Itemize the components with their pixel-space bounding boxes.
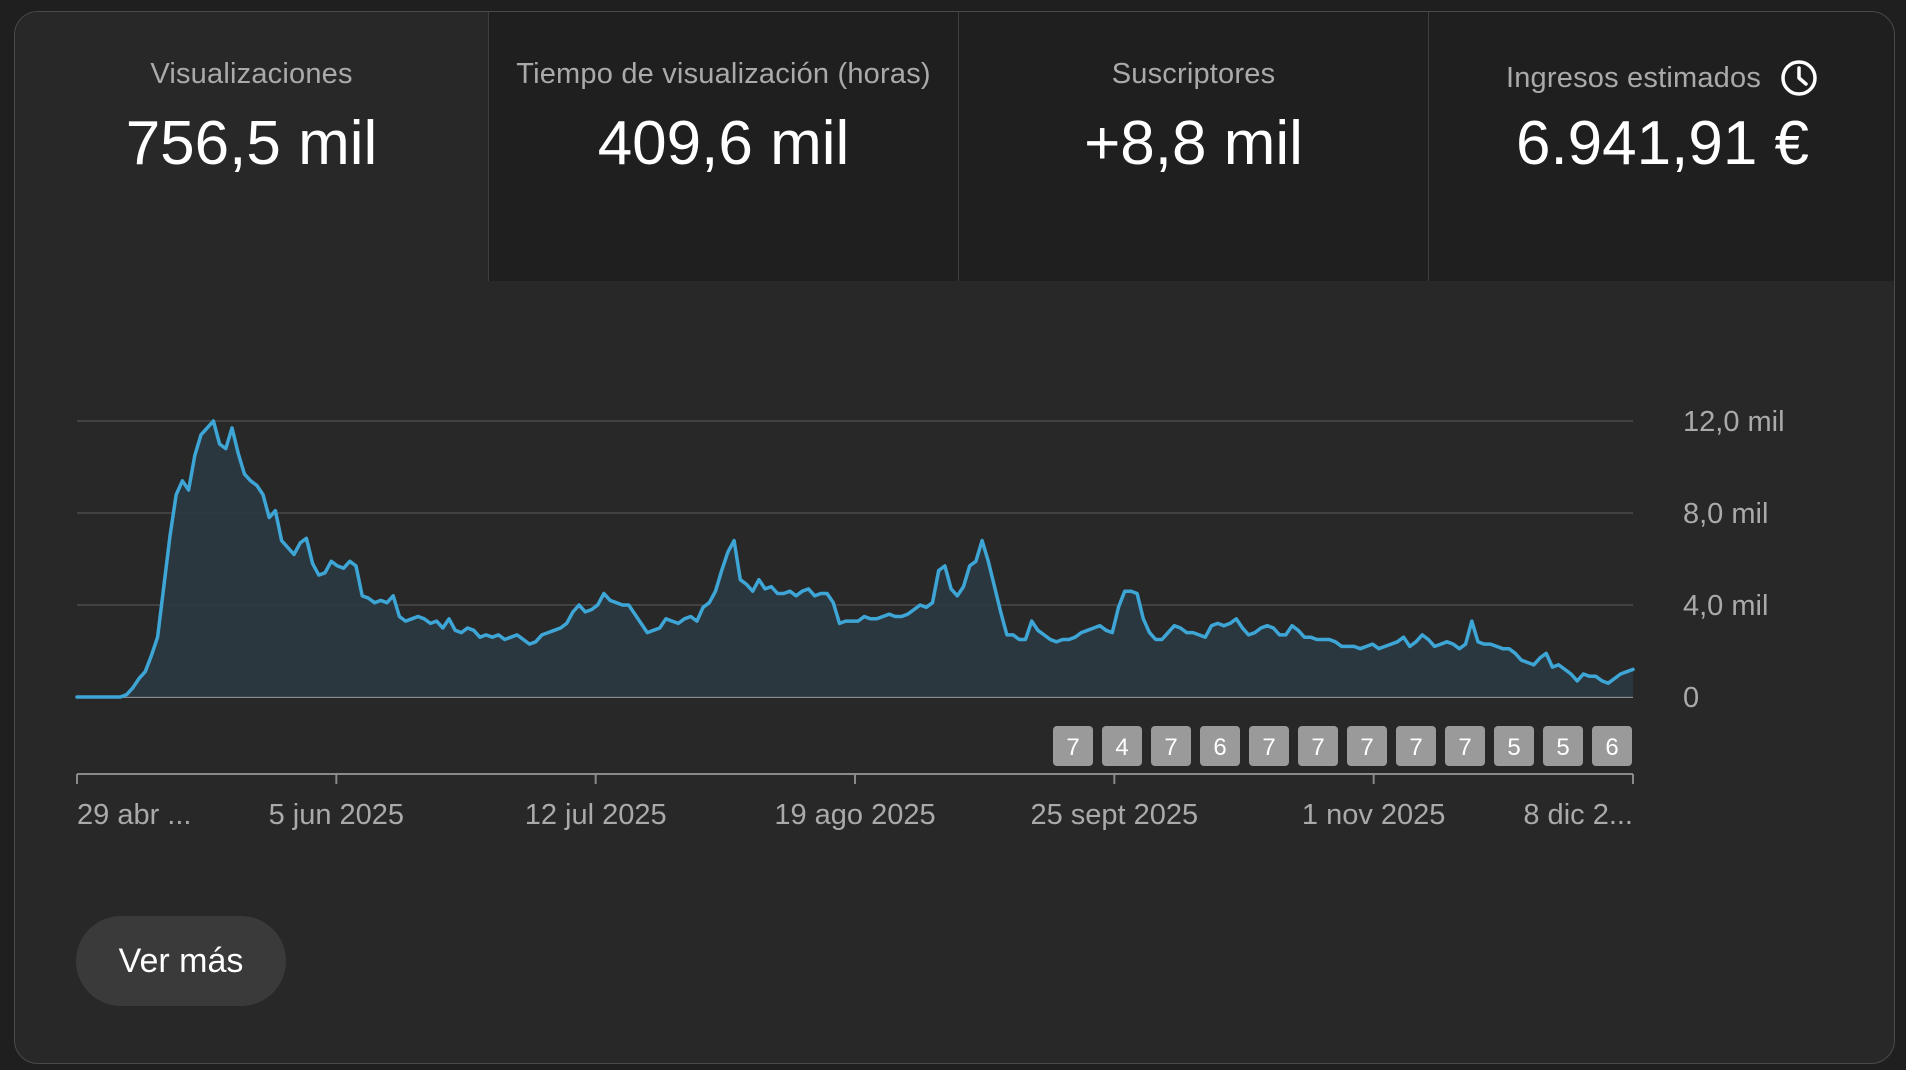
tab-value: 6.941,91 €: [1515, 109, 1810, 178]
chart-marker[interactable]: [1396, 726, 1436, 766]
x-tick-label: 25 sept 2025: [1030, 799, 1198, 831]
tab-label: Suscriptores: [1111, 58, 1276, 90]
analytics-card: Visualizaciones 756,5 mil Tiempo de visu…: [14, 11, 1895, 1064]
chart-marker-label: 7: [1311, 734, 1324, 761]
chart-marker[interactable]: [1543, 726, 1583, 766]
y-tick-label: 4,0 mil: [1683, 590, 1768, 622]
chart-marker-label: 5: [1507, 734, 1520, 761]
chart-marker[interactable]: [1494, 726, 1534, 766]
tab-label: Visualizaciones: [150, 58, 353, 90]
x-tick-label: 8 dic 2...: [1523, 799, 1633, 831]
chart-marker-label: 7: [1360, 734, 1373, 761]
chart-marker-label: 7: [1458, 734, 1471, 761]
chart-marker[interactable]: [1102, 726, 1142, 766]
chart-marker[interactable]: [1151, 726, 1191, 766]
tab-label: Ingresos estimados: [1505, 61, 1762, 94]
series-line: [75, 419, 1635, 699]
series-area: [77, 421, 1633, 697]
chart-marker-label: 6: [1213, 734, 1226, 761]
tab-ingresos-estimados[interactable]: Ingresos estimados 6.941,91 €: [1428, 12, 1894, 281]
x-tick-label: 5 jun 2025: [269, 799, 404, 831]
tab-visualizaciones[interactable]: Visualizaciones 756,5 mil: [15, 12, 488, 281]
tab-label-row: Ingresos estimados: [1429, 58, 1894, 98]
metric-tabs: Visualizaciones 756,5 mil Tiempo de visu…: [15, 12, 1894, 281]
x-tick-label: 29 abr ...: [77, 799, 191, 831]
chart-marker[interactable]: [1592, 726, 1632, 766]
x-tick-label: 12 jul 2025: [525, 799, 667, 831]
tab-tiempo-visualizacion[interactable]: Tiempo de visualización (horas) 409,6 mi…: [488, 12, 958, 281]
chart-marker[interactable]: [1200, 726, 1240, 766]
tab-value: 756,5 mil: [125, 109, 378, 178]
x-tick-label: 1 nov 2025: [1302, 799, 1446, 831]
chart-marker[interactable]: [1298, 726, 1338, 766]
ver-mas-button[interactable]: Ver más: [76, 916, 286, 1006]
tab-value: +8,8 mil: [1084, 109, 1303, 178]
chart-marker-label: 7: [1262, 734, 1275, 761]
tab-suscriptores[interactable]: Suscriptores +8,8 mil: [958, 12, 1428, 281]
chart-marker[interactable]: [1249, 726, 1289, 766]
views-chart: 12,0 mil 8,0 mil 4,0 mil 0 7 4 7 6 7 7 7 7 7 5 5 6 29 ab…: [75, 406, 1785, 831]
y-tick-label: 8,0 mil: [1683, 498, 1768, 530]
tab-value: 409,6 mil: [597, 109, 850, 178]
y-tick-label: 12,0 mil: [1683, 406, 1785, 438]
chart-marker-label: 7: [1066, 734, 1079, 761]
y-tick-label: 0: [1683, 682, 1699, 714]
tab-label: Tiempo de visualización (horas): [516, 58, 931, 90]
chart-marker-label: 4: [1115, 734, 1128, 761]
chart-marker[interactable]: [1347, 726, 1387, 766]
chart-marker[interactable]: [1053, 726, 1093, 766]
chart-marker-label: 7: [1409, 734, 1422, 761]
clock-icon[interactable]: [1779, 58, 1819, 98]
x-tick-label: 19 ago 2025: [774, 799, 935, 831]
chart-marker-label: 6: [1605, 734, 1618, 761]
chart-marker-label: 7: [1164, 734, 1177, 761]
chart-marker[interactable]: [1445, 726, 1485, 766]
chart-marker-label: 5: [1556, 734, 1569, 761]
